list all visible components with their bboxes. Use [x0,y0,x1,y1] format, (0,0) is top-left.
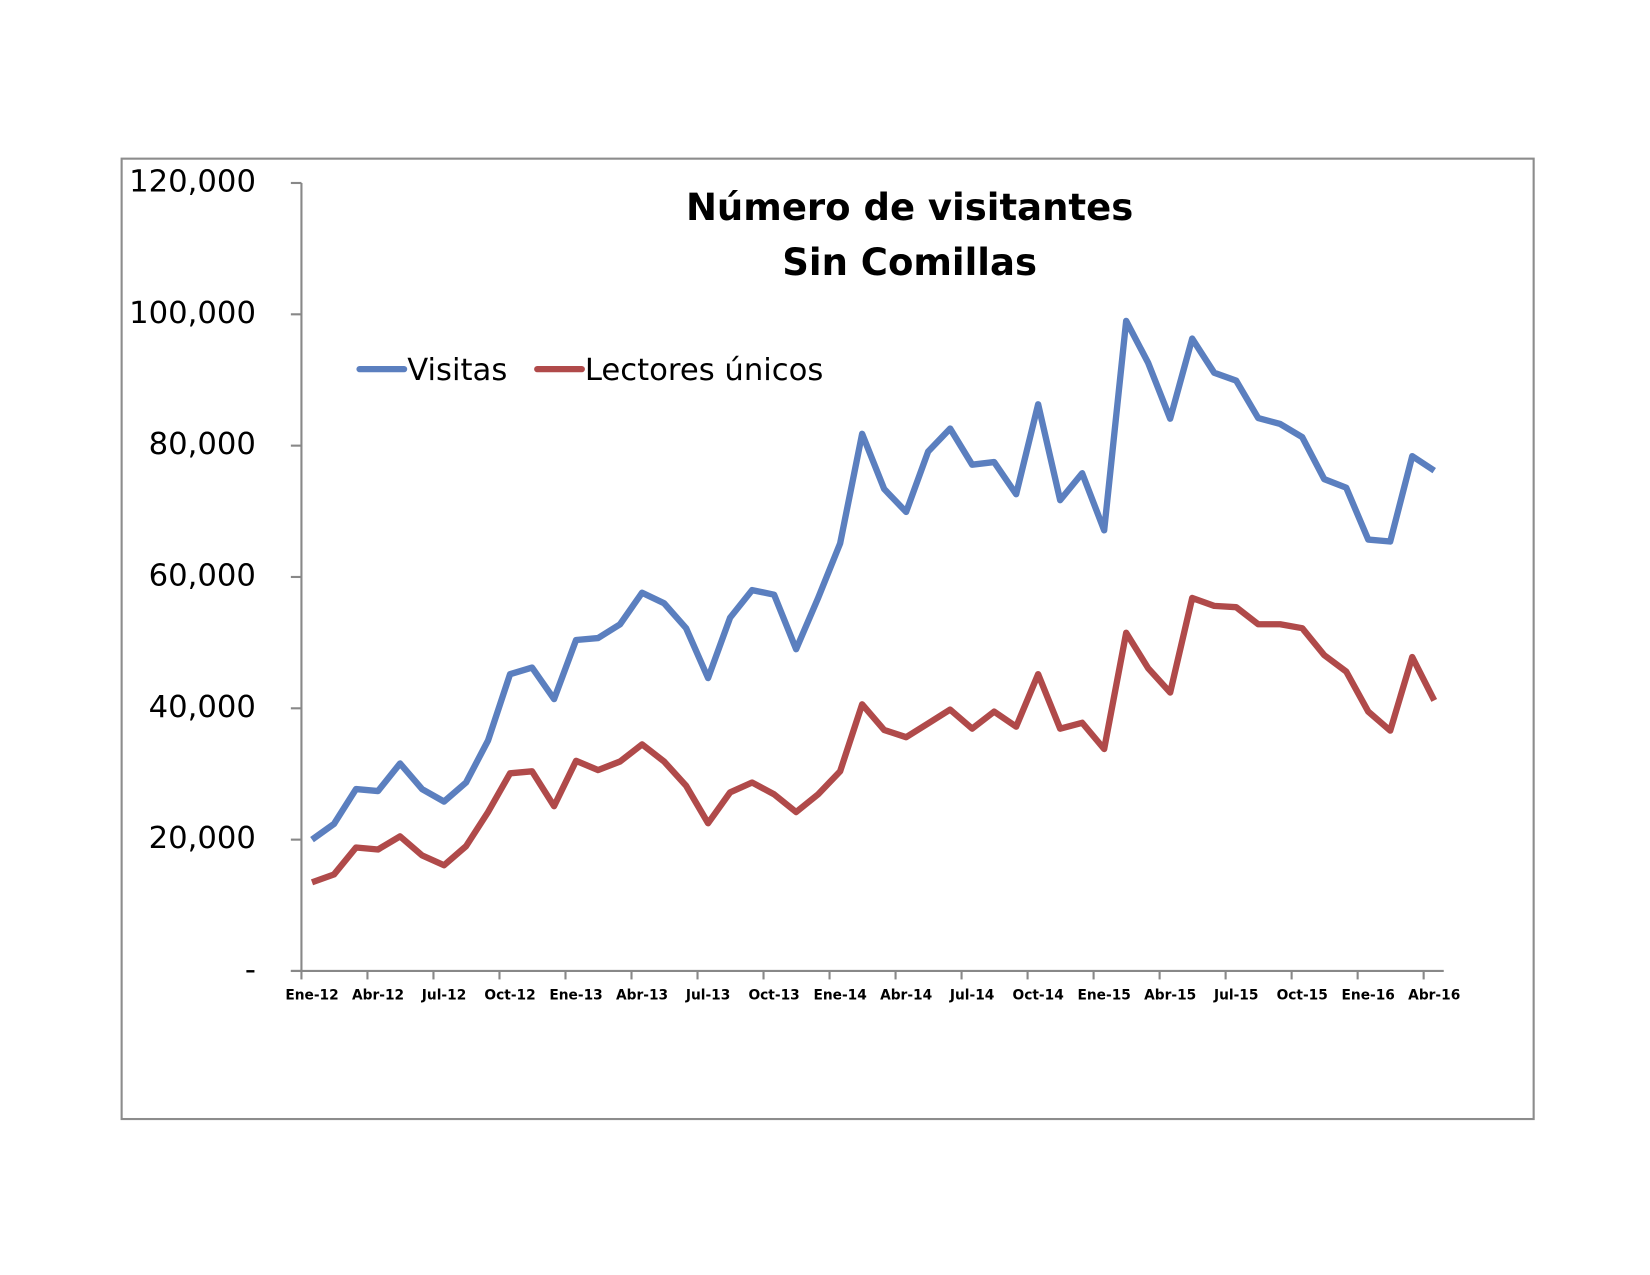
series-line [310,594,1438,886]
x-tick-label: Ene-14 [813,987,866,1003]
legend-label: Lectores únicos [585,353,824,388]
x-tick-label: Jul-12 [421,987,466,1003]
chart-frame [120,157,1535,1121]
x-tick-label: Ene-13 [549,987,602,1003]
x-tick-label: Abr-15 [1144,987,1196,1003]
series-line [310,317,1436,843]
y-tick-label: - [245,952,256,987]
x-tick-label: Abr-13 [616,987,668,1003]
x-tick-label: Oct-15 [1277,987,1328,1003]
x-tick-label: Jul-13 [685,987,730,1003]
x-tick-label: Abr-14 [880,987,932,1003]
chart-title: Sin Comillas [782,241,1037,284]
x-tick-label: Oct-14 [1013,987,1064,1003]
x-tick-label: Jul-14 [949,987,994,1003]
y-tick-label: 100,000 [129,296,256,331]
y-tick-label: 80,000 [149,427,256,462]
chart-title: Número de visitantes [686,186,1133,229]
x-tick-label: Abr-16 [1408,987,1460,1003]
y-tick-label: 120,000 [129,164,256,199]
legend-label: Visitas [407,353,507,388]
x-tick-label: Jul-15 [1213,987,1258,1003]
x-tick-label: Ene-16 [1342,987,1395,1003]
y-tick-label: 60,000 [149,558,256,593]
y-tick-label: 20,000 [149,821,256,856]
x-tick-label: Oct-12 [484,987,535,1003]
x-tick-label: Abr-12 [352,987,404,1003]
x-tick-label: Oct-13 [748,987,799,1003]
x-tick-label: Ene-15 [1077,987,1130,1003]
y-tick-label: 40,000 [149,690,256,725]
x-tick-label: Ene-12 [285,987,338,1003]
